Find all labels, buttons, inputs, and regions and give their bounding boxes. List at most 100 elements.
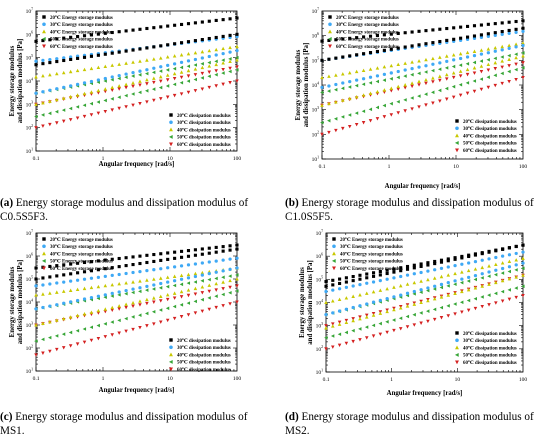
data-point: [48, 349, 52, 354]
data-point: [186, 68, 191, 73]
data-point: [361, 109, 366, 114]
data-point: [364, 315, 369, 319]
data-point: [200, 62, 204, 66]
data-point: [179, 277, 184, 281]
data-point: [368, 119, 373, 123]
data-point: [55, 121, 59, 125]
data-point: [82, 34, 87, 38]
data-point: [410, 44, 414, 48]
y-tick-exponent: 4: [31, 298, 33, 302]
data-point: [235, 289, 239, 293]
data-point: [179, 75, 184, 80]
data-point: [493, 45, 498, 50]
data-point: [193, 299, 197, 304]
data-point: [378, 321, 382, 326]
data-point: [507, 277, 512, 281]
caption-letter: (c): [0, 411, 13, 423]
data-point: [493, 272, 498, 277]
loss-series-5: [324, 293, 525, 351]
caption-text: Energy storage modulus and dissipation m…: [0, 197, 249, 223]
data-point: [221, 245, 225, 249]
data-point: [75, 105, 80, 109]
data-point: [324, 324, 328, 328]
data-point: [228, 66, 232, 71]
data-point: [446, 265, 450, 269]
data-point: [479, 33, 483, 37]
data-point: [124, 281, 128, 285]
data-point: [439, 305, 444, 310]
data-point: [399, 274, 403, 279]
data-point: [521, 266, 525, 271]
data-point: [89, 296, 94, 300]
data-point: [465, 81, 470, 85]
data-point: [451, 75, 456, 80]
data-point: [514, 30, 518, 34]
data-point: [193, 271, 198, 276]
data-point: [138, 261, 142, 266]
data-point: [487, 264, 491, 268]
data-point: [385, 297, 389, 301]
data-point: [96, 65, 101, 70]
data-point: [389, 89, 394, 93]
y-tick-exponent: 4: [317, 81, 319, 85]
data-point: [472, 66, 477, 70]
data-point: [472, 53, 477, 58]
data-point: [354, 122, 359, 127]
y-tick-exponent: 4: [321, 299, 323, 303]
data-point: [358, 277, 362, 281]
data-point: [124, 256, 128, 260]
caption-letter: (d): [285, 411, 299, 423]
data-point: [34, 102, 38, 106]
data-point: [521, 243, 525, 247]
data-point: [431, 76, 435, 80]
data-point: [399, 266, 403, 270]
data-point: [458, 63, 463, 67]
data-point: [347, 124, 352, 129]
y-tick-label: 103: [26, 101, 34, 109]
data-point: [514, 45, 518, 49]
data-point: [172, 291, 177, 295]
data-point: [514, 42, 518, 46]
data-point: [500, 299, 505, 303]
data-point: [131, 300, 135, 305]
data-point: [378, 269, 382, 274]
data-point: [426, 288, 430, 293]
data-point: [417, 59, 421, 63]
loss-series-1: [34, 32, 239, 67]
legend-marker: [455, 119, 459, 123]
data-point: [131, 287, 135, 291]
data-point: [514, 62, 518, 67]
y-tick-exponent: 7: [317, 7, 319, 11]
legend-label: 30℃ Energy storage modulus: [50, 22, 113, 28]
data-point: [385, 330, 389, 335]
data-point: [324, 284, 328, 288]
data-point: [207, 277, 211, 282]
data-point: [207, 70, 212, 74]
y-tick-exponent: 6: [31, 31, 33, 35]
data-point: [145, 269, 149, 273]
data-point: [48, 335, 52, 340]
data-point: [89, 66, 94, 71]
data-point: [514, 67, 518, 72]
y-tick-exponent: 5: [321, 276, 323, 280]
data-point: [151, 287, 156, 291]
data-point: [62, 280, 66, 284]
data-point: [131, 60, 135, 64]
data-point: [61, 108, 66, 112]
data-point: [180, 249, 184, 253]
data-point: [486, 85, 491, 90]
data-point: [96, 259, 100, 263]
data-point: [68, 315, 73, 319]
data-point: [228, 59, 232, 64]
data-point: [460, 300, 464, 305]
data-point: [158, 294, 163, 298]
y-tick-label: 102: [316, 345, 324, 353]
chart-svg: 0.1 1 10 100 101 102 103 104 105 106 107 Angular fr…: [9, 229, 241, 394]
data-point: [82, 286, 87, 291]
data-point: [103, 274, 107, 279]
data-point: [438, 74, 442, 78]
data-point: [221, 58, 225, 62]
data-point: [417, 71, 421, 76]
data-point: [34, 277, 38, 281]
